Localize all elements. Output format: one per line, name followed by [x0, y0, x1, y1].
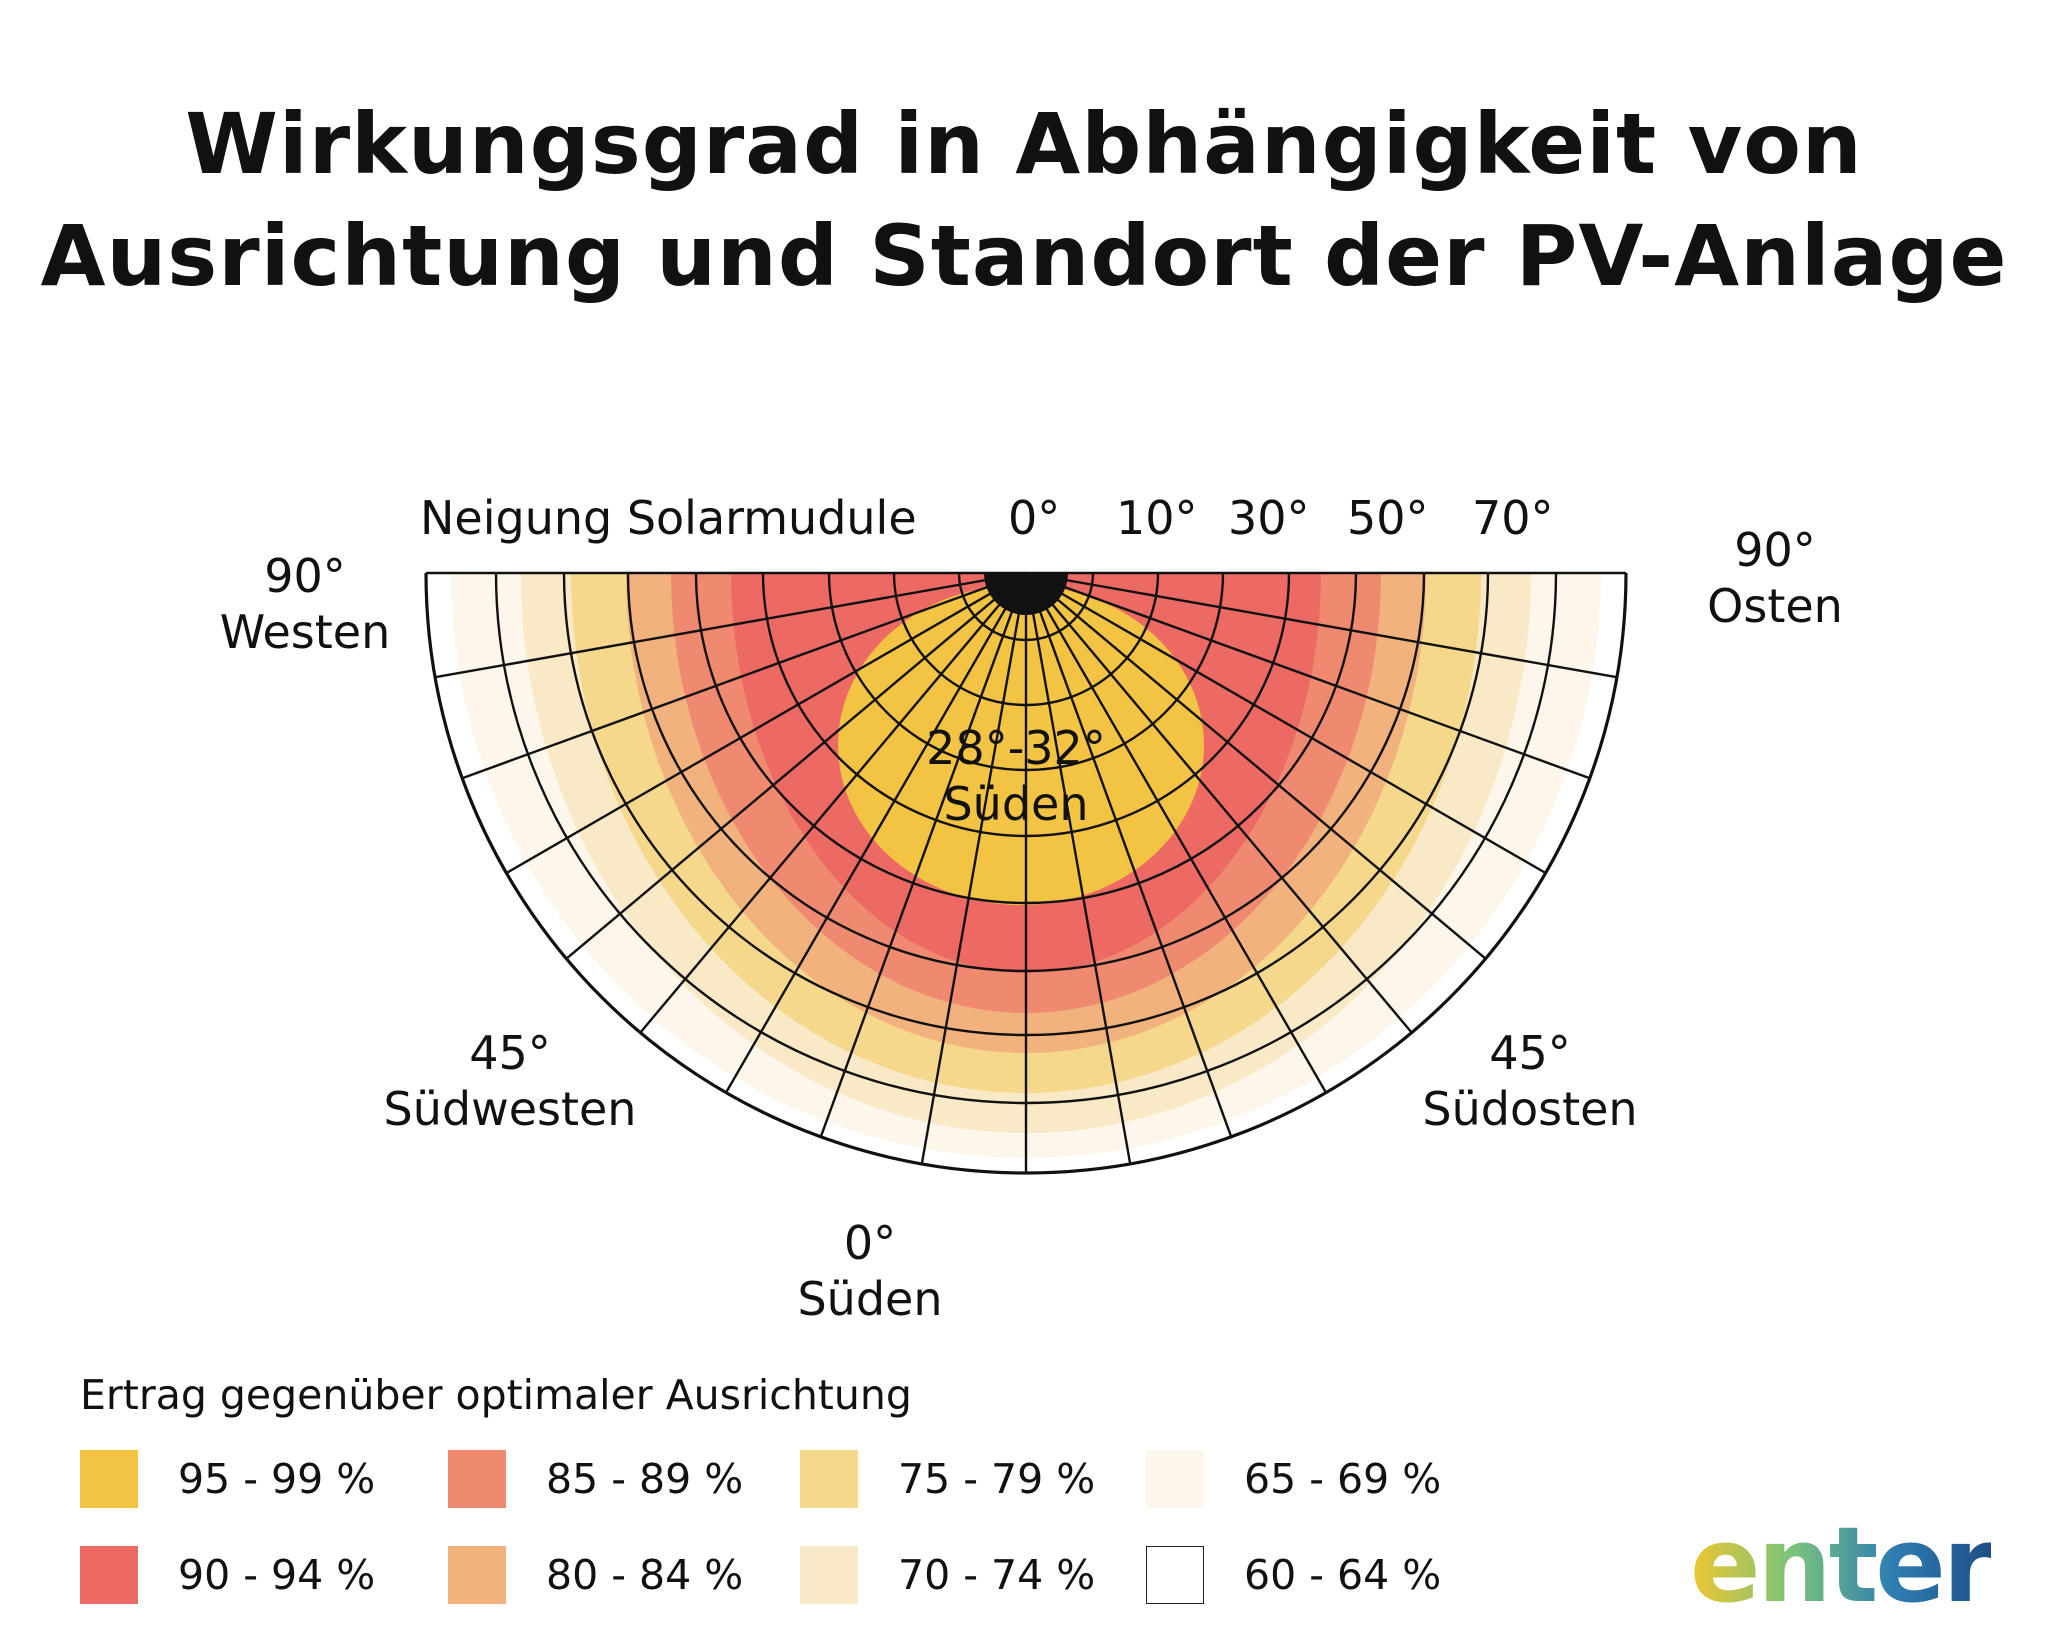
- east-label: 90° Osten: [1660, 522, 1890, 634]
- tilt-axis-label: Neigung Solarmudule: [420, 491, 917, 545]
- legend-label-90-94: 90 - 94 %: [178, 1551, 376, 1599]
- southwest-angle: 45°: [469, 1026, 551, 1080]
- grid-spoke-140: [1025, 572, 1487, 960]
- grid-spoke-110: [1024, 572, 1233, 1138]
- legend-swatch-60-64: [1146, 1546, 1204, 1604]
- legend-swatch-70-74: [800, 1546, 858, 1604]
- legend-label-70-74: 70 - 74 %: [898, 1551, 1096, 1599]
- legend-swatch-95-99: [80, 1450, 138, 1508]
- legend-label-85-89: 85 - 89 %: [546, 1455, 744, 1503]
- west-label: 90° Westen: [190, 548, 420, 660]
- southeast-label: 45° Südosten: [1360, 1025, 1700, 1137]
- legend-swatch-80-84: [448, 1546, 506, 1604]
- tilt-tick-70: 70°: [1472, 491, 1554, 545]
- optimum-name: Süden: [943, 777, 1089, 831]
- southwest-label: 45° Südwesten: [340, 1025, 680, 1137]
- grid-spoke-10: [434, 571, 1027, 679]
- title-line-1: Wirkungsgrad in Abhängigkeit von: [185, 95, 1863, 193]
- grid-spoke-50: [639, 572, 1027, 1034]
- outer-boundary: [424, 572, 1628, 1175]
- southwest-name: Südwesten: [383, 1082, 637, 1136]
- legend-label-95-99: 95 - 99 %: [178, 1455, 376, 1503]
- optimum-label: 28°-32° Süden: [886, 720, 1146, 832]
- tilt-tick-0: 0°: [1008, 491, 1061, 545]
- east-name: Osten: [1707, 579, 1843, 633]
- grid-spoke-20: [461, 571, 1027, 780]
- south-label: 0° Süden: [750, 1215, 990, 1327]
- enter-logo-text: enter: [1690, 1504, 1994, 1626]
- tilt-tick-10: 10°: [1116, 491, 1198, 545]
- tilt-tick-30: 30°: [1228, 491, 1310, 545]
- title-line-2: Ausrichtung und Standort der PV-Anlage: [40, 207, 2008, 305]
- grid-spoke-150: [1025, 571, 1547, 875]
- grid-spoke-70: [819, 572, 1028, 1138]
- grid-spoke-170: [1025, 571, 1618, 679]
- optimum-angle: 28°-32°: [926, 721, 1106, 775]
- grid-spoke-130: [1025, 572, 1413, 1034]
- south-name: Süden: [797, 1272, 943, 1326]
- southeast-name: Südosten: [1422, 1082, 1638, 1136]
- grid-spoke-40: [565, 572, 1027, 960]
- grid-spoke-30: [505, 571, 1027, 875]
- enter-logo: enter: [1690, 1504, 1994, 1626]
- tilt-tick-50: 50°: [1347, 491, 1429, 545]
- legend-label-60-64: 60 - 64 %: [1244, 1551, 1442, 1599]
- grid-spoke-60: [724, 572, 1028, 1094]
- legend-swatch-85-89: [448, 1450, 506, 1508]
- legend-label-65-69: 65 - 69 %: [1244, 1455, 1442, 1503]
- grid-spoke-80: [920, 572, 1028, 1165]
- legend-label-75-79: 75 - 79 %: [898, 1455, 1096, 1503]
- legend-title: Ertrag gegenüber optimaler Ausrichtung: [80, 1371, 912, 1419]
- grid-spoke-100: [1024, 572, 1132, 1165]
- grid-spoke-160: [1025, 571, 1591, 780]
- center-hub: [984, 573, 1068, 615]
- southeast-angle: 45°: [1489, 1026, 1571, 1080]
- zone-95-99: [838, 585, 1204, 905]
- page-title: Wirkungsgrad in Abhängigkeit von Ausrich…: [0, 88, 2048, 312]
- grid-spoke-120: [1024, 572, 1328, 1094]
- south-angle: 0°: [843, 1216, 897, 1270]
- legend-swatch-75-79: [800, 1450, 858, 1508]
- legend-swatch-90-94: [80, 1546, 138, 1604]
- legend-swatch-65-69: [1146, 1450, 1204, 1508]
- west-angle: 90°: [264, 549, 346, 603]
- polar-grid: [424, 571, 1628, 1175]
- legend-label-80-84: 80 - 84 %: [546, 1551, 744, 1599]
- east-angle: 90°: [1734, 523, 1816, 577]
- west-name: Westen: [219, 605, 391, 659]
